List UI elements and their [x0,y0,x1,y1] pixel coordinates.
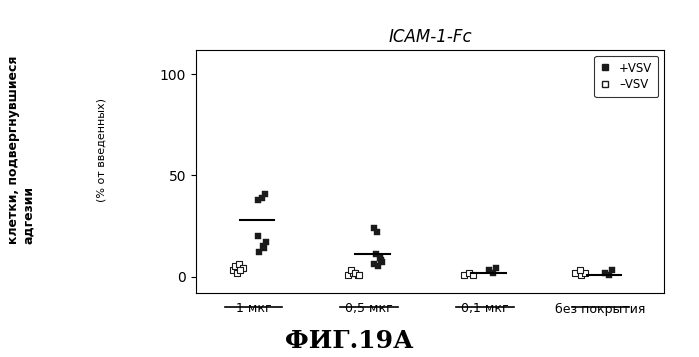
Point [347,270,359,275]
Point [233,262,244,267]
Point [607,268,618,273]
Text: клетки, подвергнувшиеся
адгезии: клетки, подвергнувшиеся адгезии [7,56,35,244]
Point [227,268,238,273]
Point [375,257,387,263]
Point [252,197,264,202]
Point [252,233,264,239]
Point [484,268,495,273]
Point [459,272,470,277]
Point [254,250,265,255]
Point [261,239,272,245]
Point [580,270,591,275]
Point [229,263,240,269]
Point [570,270,581,275]
Point [600,270,611,275]
Point [353,272,364,277]
Point [236,266,247,271]
Title: ICAM-1-Fc: ICAM-1-Fc [388,27,472,46]
Point [376,260,387,265]
Point [368,225,380,231]
Point [373,263,384,269]
Point [257,243,268,249]
Point [256,195,267,201]
Point [259,245,270,251]
Point [370,251,382,257]
Point [259,191,271,196]
Text: (% от введенных): (% от введенных) [96,98,106,202]
Point [352,272,363,277]
Point [463,270,474,275]
Point [575,272,586,277]
Point [345,268,356,273]
Point [374,256,385,261]
Point [238,266,249,271]
Point [234,268,245,273]
Point [350,270,361,275]
Point [468,272,479,277]
Point [343,272,354,277]
Point [491,266,502,271]
Point [372,229,383,235]
Point [368,262,380,267]
Point [574,268,585,273]
Legend: +VSV, –VSV: +VSV, –VSV [594,56,658,97]
Point [487,270,498,275]
Text: ФИГ.19А: ФИГ.19А [285,330,414,353]
Point [232,270,243,275]
Point [603,272,614,277]
